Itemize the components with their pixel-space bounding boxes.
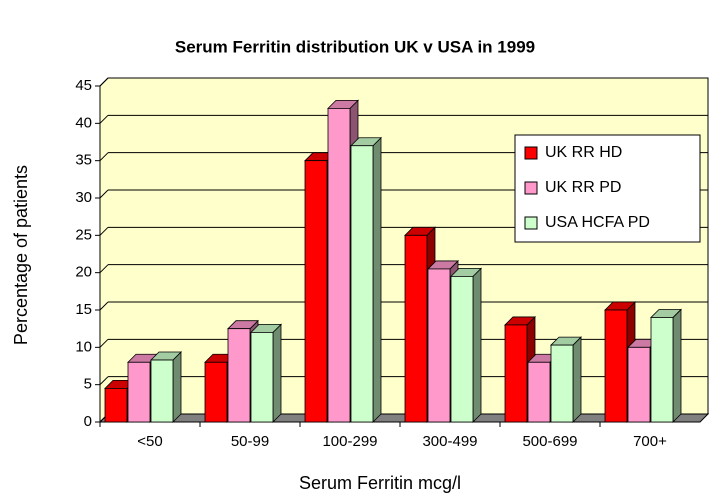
grid-line — [99, 152, 109, 162]
legend-label: UK RR HD — [545, 144, 622, 161]
y-tick-label: 35 — [75, 152, 92, 169]
bar — [504, 324, 528, 423]
bar-side — [572, 336, 582, 423]
bar — [527, 361, 551, 423]
bar — [304, 160, 328, 423]
y-tick-label: 10 — [75, 338, 92, 355]
bar — [104, 387, 128, 423]
y-tick-label: 40 — [75, 114, 92, 131]
x-tick-label: 500-699 — [522, 433, 577, 450]
x-tick-label: 300-499 — [422, 433, 477, 450]
bar-side — [472, 267, 482, 423]
x-tick-label: 700+ — [633, 433, 667, 450]
bar — [604, 309, 628, 423]
bar — [450, 275, 474, 423]
grid-line — [99, 376, 109, 386]
bar — [404, 234, 428, 423]
legend-swatch — [524, 216, 538, 230]
y-tick-label: 30 — [75, 189, 92, 206]
bar — [227, 328, 251, 423]
grid-line — [99, 226, 109, 236]
y-tick-label: 20 — [75, 264, 92, 281]
x-tick-label: 100-299 — [322, 433, 377, 450]
bar — [427, 268, 451, 423]
x-tick-label: <50 — [137, 433, 162, 450]
grid-line — [99, 301, 109, 311]
bar-side — [372, 136, 382, 423]
bar — [327, 108, 351, 423]
bar-side — [672, 308, 682, 423]
bar — [204, 361, 228, 423]
bar — [250, 331, 274, 423]
x-axis-label: Serum Ferritin mcg/l — [299, 473, 461, 493]
bar-side — [272, 323, 282, 423]
grid-line — [99, 77, 109, 87]
bar — [550, 344, 574, 423]
y-tick-label: 5 — [84, 376, 92, 393]
x-tick-label: 50-99 — [231, 433, 269, 450]
bar — [127, 361, 151, 423]
bar-side — [172, 351, 182, 423]
legend-box — [514, 134, 701, 243]
bar — [627, 346, 651, 423]
grid-line — [99, 189, 109, 199]
y-axis-label: Percentage of patients — [11, 165, 31, 345]
y-tick-label: 15 — [75, 301, 92, 318]
legend-label: UK RR PD — [545, 179, 621, 196]
bar — [150, 359, 174, 423]
legend-swatch — [524, 146, 538, 160]
grid-line — [99, 338, 109, 348]
y-tick-label: 0 — [84, 413, 92, 430]
grid-line — [99, 114, 109, 124]
legend-swatch — [524, 181, 538, 195]
y-tick-label: 25 — [75, 226, 92, 243]
chart-title: Serum Ferritin distribution UK v USA in … — [175, 37, 535, 56]
legend-label: USA HCFA PD — [545, 214, 650, 231]
y-tick-label: 45 — [75, 77, 92, 94]
bar — [350, 145, 374, 423]
bar — [650, 317, 674, 423]
grid-line — [99, 264, 109, 274]
